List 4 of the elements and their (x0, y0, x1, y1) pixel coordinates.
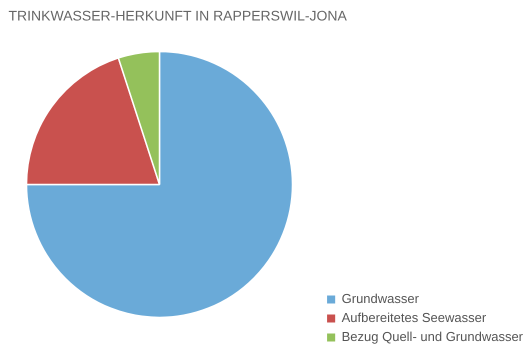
legend-label: Aufbereitetes Seewasser (342, 310, 486, 325)
chart-title: TRINKWASSER-HERKUNFT IN RAPPERSWIL-JONA (8, 8, 348, 24)
legend-label: Grundwasser (342, 291, 419, 306)
legend-label: Bezug Quell- und Grundwasser (342, 329, 523, 344)
